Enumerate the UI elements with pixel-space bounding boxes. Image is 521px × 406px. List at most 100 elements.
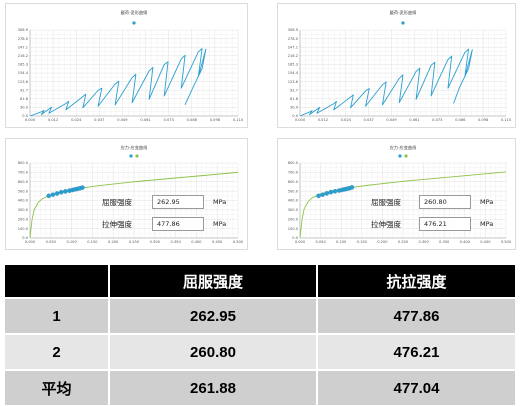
data-point xyxy=(320,192,325,197)
y-tick-label: 278.0 xyxy=(18,37,29,41)
y-tick-label: 185.3 xyxy=(288,63,298,67)
data-point xyxy=(50,192,56,197)
x-tick-label: 0.250 xyxy=(129,240,140,244)
y-tick-label: 300.0 xyxy=(18,208,29,212)
x-tick-label: 0.012 xyxy=(48,118,58,122)
data-point xyxy=(349,185,355,190)
x-tick-label: 0.000 xyxy=(25,240,36,244)
y-tick-label: 600.0 xyxy=(288,180,299,184)
x-tick-label: 0.350 xyxy=(170,240,181,244)
x-tick-label: 0.050 xyxy=(46,240,57,244)
tensile-strength-label: 拉伸强度 xyxy=(371,220,401,229)
data-point xyxy=(54,191,60,196)
table-cell-yield: 261.88 xyxy=(109,369,318,405)
stress-strain-chart-2: 应力-应变曲线 0.000 0.050 0.100 0.150 0.200 0.250 0.3… xyxy=(277,138,516,250)
x-tick-label: 0.024 xyxy=(341,118,352,122)
yield-strength-field[interactable]: 260.80 xyxy=(419,195,471,209)
y-tick-label: 61.8 xyxy=(20,97,29,101)
x-tick-label: 0.024 xyxy=(71,118,82,122)
chart-svg-3: 应力-应变曲线 0.000 0.050 0.100 0.150 0.200 0.250 0.3… xyxy=(18,144,244,244)
x-tick-label: 0.200 xyxy=(108,240,119,244)
yield-strength-unit: MPa xyxy=(213,198,227,206)
x-tick-label: 0.061 xyxy=(140,118,150,122)
x-tick-label: 0.000 xyxy=(295,240,306,244)
series-line xyxy=(299,48,473,117)
data-point xyxy=(324,191,330,196)
yield-strength-label: 屈服强度 xyxy=(102,198,132,207)
chart-svg-1: 載荷-変形曲線 0.000 0.012 0.024 0.037 0.049 0.061 0.0… xyxy=(18,9,244,122)
tensile-strength-field[interactable]: 476.21 xyxy=(419,217,471,231)
tensile-strength-field[interactable]: 477.86 xyxy=(152,217,204,231)
x-tick-label: 0.086 xyxy=(187,118,198,122)
y-tick-label: 700.0 xyxy=(18,171,29,175)
chart-title: 应力-应变曲线 xyxy=(390,144,417,151)
x-tick-label: 0.400 xyxy=(460,240,471,244)
chart-title: 应力-应变曲线 xyxy=(121,144,148,151)
x-tick-label: 0.500 xyxy=(233,240,244,244)
x-tick-label: 0.110 xyxy=(233,118,244,122)
tensile-strength-label: 拉伸强度 xyxy=(102,220,132,229)
x-tick-label: 0.100 xyxy=(66,240,77,244)
table-header-corner xyxy=(5,265,110,298)
y-tick-label: 61.8 xyxy=(290,97,299,101)
y-tick-label: 200.0 xyxy=(288,217,299,221)
y-tick-label: 247.1 xyxy=(18,45,28,49)
y-tick-label: 216.2 xyxy=(288,54,298,58)
data-point xyxy=(328,189,334,195)
x-tick-label: 0.250 xyxy=(398,240,409,244)
table-cell-tensile: 477.04 xyxy=(317,369,517,405)
y-tick-label: 500.0 xyxy=(18,189,29,193)
y-tick-label: 154.4 xyxy=(288,71,299,75)
x-tick-label: 0.037 xyxy=(94,118,104,122)
y-tick-label: 100.0 xyxy=(18,227,29,231)
data-point xyxy=(63,189,68,194)
x-tick-label: 0.050 xyxy=(315,240,326,244)
y-tick-label: 30.9 xyxy=(20,106,29,110)
legend-marker xyxy=(398,154,402,158)
x-tick-label: 0.300 xyxy=(150,240,161,244)
table-cell-label: 2 xyxy=(5,333,110,370)
y-tick-label: 400.0 xyxy=(18,199,29,203)
x-tick-label: 0.150 xyxy=(87,240,98,244)
table-header-yield: 屈服强度 xyxy=(109,265,318,298)
y-tick-label: 300.0 xyxy=(288,208,299,212)
table-cell-tensile: 476.21 xyxy=(317,333,517,370)
legend-marker xyxy=(401,21,405,25)
y-tick-label: 800.0 xyxy=(288,161,299,165)
data-point xyxy=(58,190,64,195)
table-cell-tensile: 477.86 xyxy=(317,297,517,334)
x-tick-label: 0.400 xyxy=(191,240,202,244)
load-deformation-chart-2: 載荷-変形曲線 0.000 0.012 0.024 0.037 0.049 0.061 0.0… xyxy=(277,3,516,128)
x-tick-label: 0.450 xyxy=(480,240,491,244)
y-tick-label: 800.0 xyxy=(18,161,29,165)
data-point xyxy=(332,189,338,194)
y-tick-label: 308.9 xyxy=(18,28,29,32)
table-cell-yield: 260.80 xyxy=(109,333,318,370)
table-row: 2 260.80 476.21 xyxy=(5,333,517,370)
yield-strength-label: 屈服强度 xyxy=(371,198,401,207)
y-tick-label: 308.9 xyxy=(288,28,299,32)
y-tick-label: 0.0 xyxy=(22,236,28,240)
y-tick-label: 100.0 xyxy=(288,227,299,231)
x-tick-label: 0.098 xyxy=(210,118,221,122)
x-tick-label: 0.073 xyxy=(164,118,174,122)
y-tick-label: 0.0 xyxy=(292,114,298,118)
tensile-strength-unit: MPa xyxy=(480,220,494,228)
legend-marker xyxy=(404,154,408,158)
y-tick-label: 92.7 xyxy=(20,88,28,92)
series-line xyxy=(299,171,507,239)
data-point xyxy=(316,193,321,199)
x-tick-label: 0.086 xyxy=(455,118,466,122)
y-tick-label: 123.6 xyxy=(288,80,299,84)
x-tick-label: 0.150 xyxy=(357,240,368,244)
legend-marker xyxy=(135,154,139,158)
chart-title: 載荷-変形曲線 xyxy=(390,9,417,16)
legend-marker xyxy=(129,154,133,158)
x-tick-label: 0.073 xyxy=(432,118,442,122)
table-row: 1 262.95 477.86 xyxy=(5,297,517,334)
yield-strength-field[interactable]: 262.95 xyxy=(152,195,204,209)
x-tick-label: 0.110 xyxy=(501,118,512,122)
table-cell-yield: 262.95 xyxy=(109,297,318,334)
chart-svg-2: 載荷-変形曲線 0.000 0.012 0.024 0.037 0.049 0.061 0.0… xyxy=(288,9,512,122)
y-tick-label: 278.0 xyxy=(288,37,299,41)
